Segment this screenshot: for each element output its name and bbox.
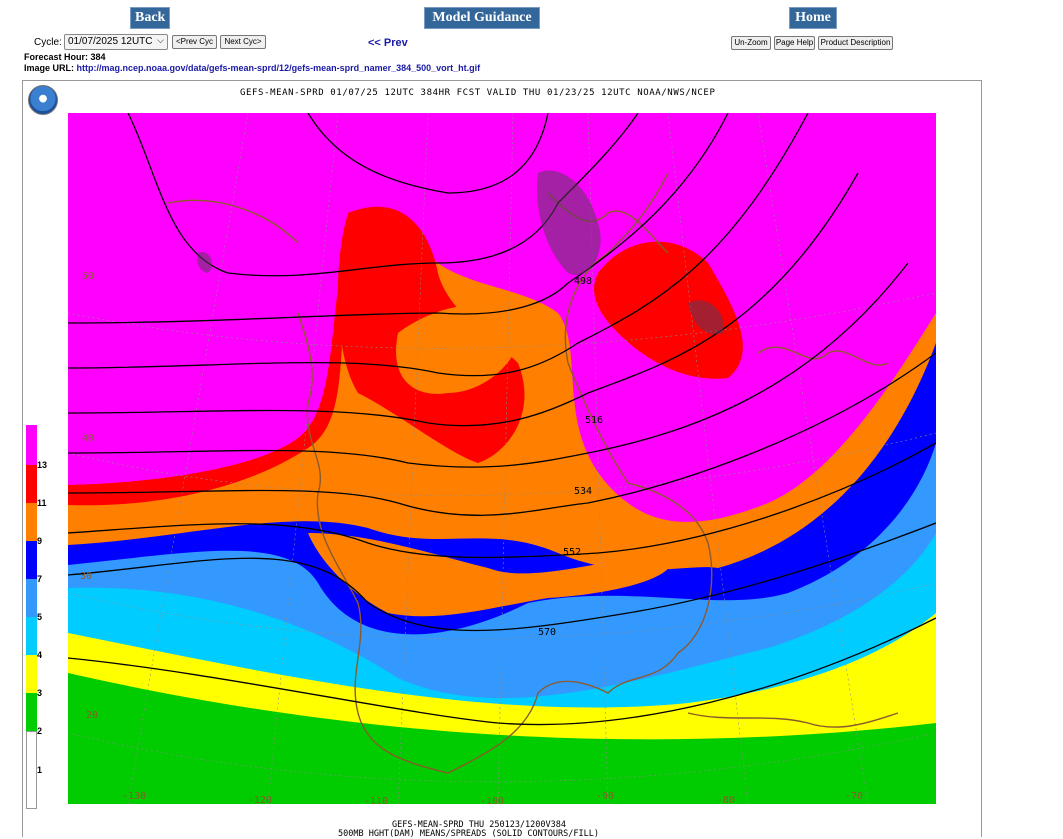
colorbar-label: 2	[37, 726, 43, 736]
chevron-down-icon: ⌵	[157, 35, 164, 45]
colorbar-label: 9	[37, 536, 43, 546]
image-url-link[interactable]: http://mag.ncep.noaa.gov/data/gefs-mean-…	[76, 63, 481, 73]
colorbar-swatch-3	[26, 655, 37, 693]
map-footer-line2: 500MB HGHT(DAM) MEANS/SPREADS (SOLID CON…	[338, 829, 599, 839]
forecast-hour: Forecast Hour: 384	[24, 52, 106, 62]
home-button[interactable]: Home	[789, 7, 837, 29]
lon-label: -110	[364, 796, 388, 804]
page-help-button[interactable]: Page Help	[774, 36, 815, 50]
spread-fill-orange-center	[308, 533, 672, 617]
product-description-button[interactable]: Product Description	[818, 36, 893, 50]
prev-cycle-button[interactable]: <Prev Cyc	[172, 35, 217, 49]
contour-label: 570	[538, 627, 556, 638]
spread-fill-orange-patch	[396, 304, 520, 394]
vorticity-hatch	[197, 170, 724, 335]
height-contours	[68, 113, 936, 726]
colorbar-swatch-1	[26, 731, 37, 809]
colorbar-swatch-9	[26, 503, 37, 541]
next-cycle-button[interactable]: Next Cyc>	[220, 35, 266, 49]
lon-label: -90	[596, 791, 614, 802]
image-url-line: Image URL: http://mag.ncep.noaa.gov/data…	[24, 63, 480, 73]
lon-label: -80	[717, 795, 735, 804]
spread-fill-magenta	[68, 113, 936, 522]
contour-labels: 498 516 534 552 570	[538, 276, 603, 638]
colorbar-label: 3	[37, 688, 43, 698]
colorbar-swatch-11	[26, 465, 37, 503]
colorbar-swatch-2	[26, 693, 37, 731]
spread-map: 498 516 534 552 570 50 40 30 20 -130 -12…	[68, 113, 936, 804]
map-title: GEFS-MEAN-SPRD 01/07/25 12UTC 384HR FCST…	[240, 88, 716, 98]
colorbar-label: 11	[37, 498, 47, 508]
cycle-selected-value: 01/07/2025 12UTC	[68, 36, 153, 47]
lon-label: -100	[480, 796, 504, 804]
image-url-label: Image URL:	[24, 63, 75, 73]
colorbar-swatch-13	[26, 425, 37, 465]
colorbar-label: 5	[37, 612, 43, 622]
lat-label: 20	[86, 710, 98, 721]
lon-label: -130	[122, 791, 146, 802]
cycle-label: Cycle:	[34, 37, 62, 48]
lat-label: 30	[80, 571, 92, 582]
colorbar-label: 13	[37, 460, 48, 470]
model-guidance-button[interactable]: Model Guidance	[424, 7, 540, 29]
coastlines	[167, 172, 899, 774]
lon-labels: -130 -120 -110 -100 -90 -80 -70	[122, 791, 863, 804]
colorbar-label: 4	[37, 650, 43, 660]
contour-label: 498	[574, 276, 592, 287]
lat-label: 50	[82, 271, 94, 282]
colorbar-swatch-4	[26, 617, 37, 655]
contour-label: 516	[585, 415, 603, 426]
prev-link[interactable]: << Prev	[368, 37, 408, 49]
cycle-select[interactable]: 01/07/2025 12UTC ⌵	[64, 34, 168, 50]
contour-label: 552	[563, 547, 581, 558]
map-footer-line1: GEFS-MEAN-SPRD THU 250123/1200V384	[392, 820, 566, 830]
contour-label: 534	[574, 486, 592, 497]
lat-labels: 50 40 30 20	[80, 271, 98, 721]
colorbar-label: 7	[37, 574, 43, 584]
noaa-logo-icon	[28, 85, 58, 115]
colorbar-swatch-5	[26, 579, 37, 617]
unzoom-button[interactable]: Un-Zoom	[731, 36, 771, 50]
spread-fill-red-patch-east	[594, 241, 743, 379]
lon-label: -120	[248, 795, 272, 804]
colorbar-swatch-7	[26, 541, 37, 579]
lon-label: -70	[845, 791, 863, 802]
colorbar-label: 1	[37, 765, 43, 775]
back-button[interactable]: Back	[130, 7, 170, 29]
lat-label: 40	[82, 433, 94, 444]
